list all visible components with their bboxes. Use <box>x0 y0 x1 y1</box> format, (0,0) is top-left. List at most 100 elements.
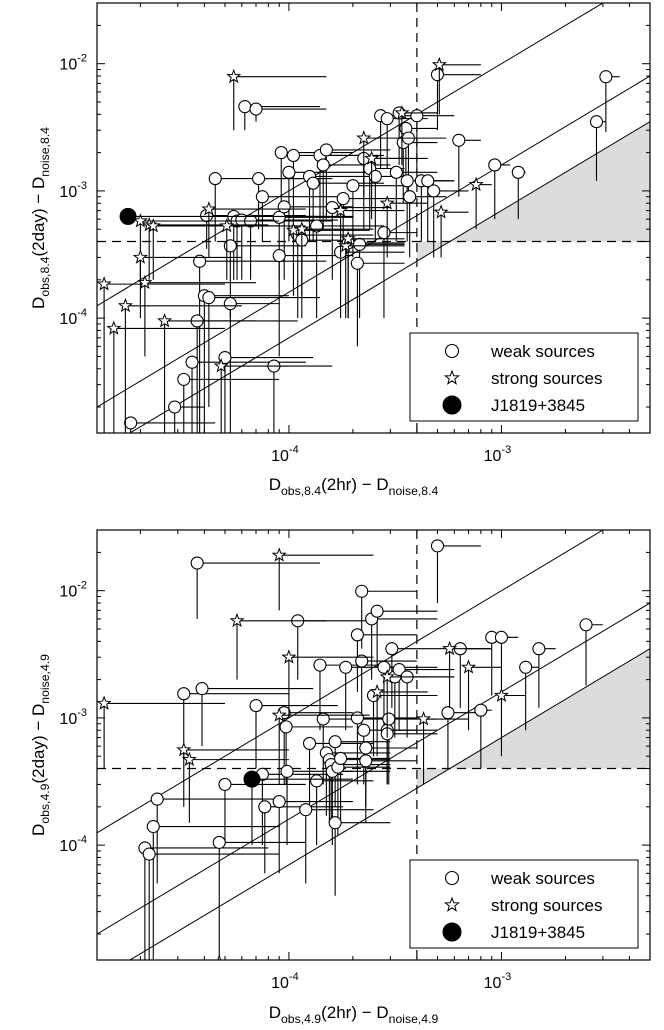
tick-exponent: -3 <box>77 707 87 719</box>
data-point <box>286 148 300 162</box>
reference-line-2 <box>128 121 650 433</box>
label-sub1: obs,4.9 <box>281 1012 321 1026</box>
data-point <box>176 741 192 757</box>
data-point <box>142 847 156 861</box>
data-point <box>97 695 112 710</box>
data-point <box>201 201 217 216</box>
data-point <box>124 416 138 430</box>
data-point <box>274 146 288 160</box>
data-point <box>229 612 245 628</box>
data-point <box>494 630 509 644</box>
data-point <box>271 547 287 562</box>
tick-exponent: -3 <box>501 444 511 456</box>
data-point <box>249 102 263 116</box>
tick-base: 10 <box>59 311 77 328</box>
data-point <box>441 706 455 720</box>
tick-base: 10 <box>484 448 502 465</box>
data-point <box>306 176 320 190</box>
data-point <box>334 751 348 766</box>
legend-marker-star <box>443 896 461 912</box>
data-point <box>333 202 349 218</box>
y-tick-label: 10-3 <box>59 180 87 201</box>
data-point <box>190 556 204 570</box>
data-point <box>364 150 380 165</box>
tick-base: 10 <box>59 57 77 74</box>
data-point <box>350 711 364 725</box>
data-point <box>392 662 406 677</box>
data-point <box>346 179 360 193</box>
data-point <box>243 770 261 788</box>
data-point <box>519 660 533 674</box>
data-point <box>157 313 173 328</box>
tick-base: 10 <box>59 711 77 728</box>
data-point <box>394 105 410 120</box>
data-point <box>150 792 164 806</box>
y-axis-label: Dobs,4.9(2day) − Dnoise,4.9 <box>29 654 52 836</box>
data-point <box>377 660 391 674</box>
data-point <box>389 165 403 179</box>
label-mid: (2hr) − D <box>321 1003 389 1022</box>
y-tick-label: 10-2 <box>59 580 87 601</box>
data-point <box>328 735 342 749</box>
data-point <box>380 112 394 126</box>
data-point <box>219 218 235 233</box>
y-tick-label: 10-4 <box>59 307 87 328</box>
plot-area <box>97 3 650 433</box>
data-point <box>255 190 269 204</box>
label-main: D <box>29 824 48 836</box>
data-point <box>382 712 396 726</box>
data-point <box>474 703 488 717</box>
data-point <box>282 165 296 179</box>
label-mid: (2day) − D <box>29 704 48 784</box>
legend-marker-filled <box>442 395 462 415</box>
y-tick-label: 10-2 <box>59 53 87 74</box>
data-point <box>599 70 613 84</box>
tick-base: 10 <box>59 584 77 601</box>
data-point <box>238 100 252 114</box>
data-point <box>369 683 385 699</box>
label-sub2: noise,8.4 <box>389 484 439 498</box>
data-point <box>427 184 441 198</box>
data-point <box>313 658 327 672</box>
tick-base: 10 <box>271 975 289 992</box>
data-point <box>589 115 604 129</box>
reference-line-2 <box>128 648 650 960</box>
tick-exponent: -3 <box>501 971 511 983</box>
data-point <box>310 774 324 788</box>
legend: weak sources strong sources J1819+3845 <box>409 332 639 422</box>
data-point <box>272 795 286 809</box>
data-point <box>137 274 153 290</box>
tick-exponent: -2 <box>77 580 87 592</box>
ticks <box>97 2 651 433</box>
label-sub1: obs,8.4 <box>281 484 321 498</box>
tick-base: 10 <box>484 975 502 992</box>
label-sub1: obs,4.9 <box>38 783 52 823</box>
data-point <box>430 539 445 553</box>
tick-exponent: -2 <box>77 53 87 65</box>
legend-label: strong sources <box>491 369 603 388</box>
data-point <box>488 158 502 172</box>
data-point <box>185 355 199 369</box>
label-sub2: noise,4.9 <box>38 654 52 704</box>
data-point <box>213 358 229 373</box>
data-point <box>370 604 384 618</box>
tick-base: 10 <box>59 184 77 201</box>
data-point <box>281 649 297 664</box>
data-point <box>106 320 122 335</box>
legend-label: weak sources <box>490 869 595 888</box>
label-main: D <box>29 297 48 309</box>
data-point <box>97 276 112 291</box>
data-point <box>325 200 339 215</box>
data-point <box>258 800 272 814</box>
data-point <box>359 741 373 755</box>
legend-marker-circle <box>444 870 460 886</box>
data-point <box>355 584 369 598</box>
x-axis-label: Dobs,8.4(2hr) − Dnoise,8.4 <box>269 475 439 498</box>
data-point <box>168 400 182 414</box>
data-point <box>316 158 330 172</box>
data-point <box>294 221 310 236</box>
legend-marker-circle <box>444 343 460 359</box>
data-point <box>416 711 432 726</box>
